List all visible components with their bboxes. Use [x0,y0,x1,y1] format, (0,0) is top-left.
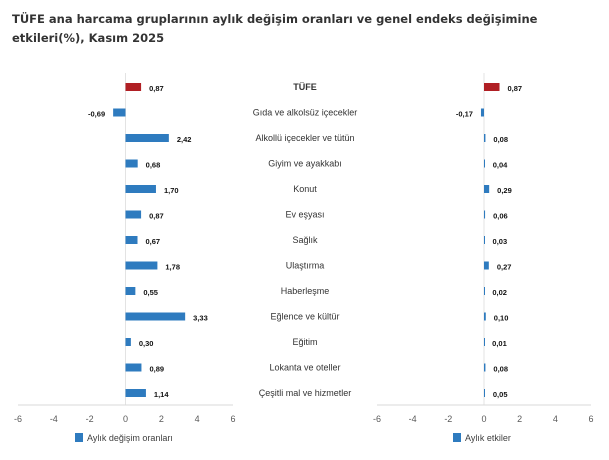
effect-bar [484,312,486,321]
effect-data-label: 0,10 [494,314,509,323]
effect-bar [484,185,490,193]
effect-x-tick-label: -4 [409,414,417,424]
change-bar [113,108,126,117]
change-bar [125,287,136,295]
change-data-label: 1,78 [165,263,180,272]
effect-bar [484,159,485,168]
change-data-label: 1,14 [154,390,169,399]
change-bar [125,185,156,193]
chart-title: TÜFE ana harcama gruplarının aylık değiş… [12,12,538,45]
change-data-label: 1,70 [164,186,179,195]
category-label: Ev eşyası [285,210,324,220]
effect-data-label: 0,02 [492,288,507,297]
change-legend-swatch [75,433,83,442]
change-data-label: 0,55 [143,288,158,297]
effect-data-label: 0,08 [493,365,508,374]
effect-x-tick-label: 2 [517,414,522,424]
category-label: Lokanta ve oteller [269,363,340,373]
effect-data-label: -0,17 [456,110,473,119]
effect-x-tick-label: 0 [481,414,486,424]
category-label: TÜFE [293,82,317,92]
effect-bar [480,108,484,117]
change-x-tick-label: 0 [123,414,128,424]
effect-bar [484,134,486,142]
category-label: Sağlık [292,235,318,245]
change-legend-label: Aylık değişim oranları [87,433,173,443]
effect-bar [484,287,485,295]
effect-bar [484,389,485,397]
change-data-label: 0,87 [149,84,164,93]
change-data-label: 2,42 [177,135,192,144]
change-data-label: 0,89 [149,365,164,374]
category-label: Çeşitli mal ve hizmetler [259,388,352,398]
category-label: Ulaştırma [286,261,325,271]
effect-legend-swatch [453,433,461,442]
effect-legend-label: Aylık etkiler [465,433,511,443]
effect-data-label: 0,87 [508,84,523,93]
change-x-tick-label: -4 [50,414,58,424]
change-x-tick-label: 6 [230,414,235,424]
effect-bar [484,338,485,346]
change-data-label: 3,33 [193,314,208,323]
effect-x-tick-label: -6 [373,414,381,424]
effect-bar [484,83,500,91]
category-label: Giyim ve ayakkabı [268,159,342,169]
effect-data-label: 0,08 [493,135,508,144]
effect-data-label: 0,01 [492,339,507,348]
change-bar [125,210,142,219]
category-label: Eğlence ve kültür [270,312,339,322]
effect-bar [484,363,486,372]
category-label: Konut [293,184,317,194]
effect-bar [484,236,485,244]
change-x-tick-label: -2 [86,414,94,424]
change-bar [125,261,158,270]
category-label: Gıda ve alkolsüz içecekler [253,108,358,118]
effect-bar [484,210,486,219]
change-data-label: -0,69 [88,110,105,119]
effect-x-tick-label: 6 [588,414,593,424]
change-bar [125,83,142,91]
category-label: Eğitim [292,337,317,347]
change-x-tick-label: 4 [195,414,200,424]
change-x-tick-label: -6 [14,414,22,424]
change-bar [125,363,142,372]
change-bar [125,389,146,397]
change-bar [125,312,186,321]
effect-data-label: 0,29 [497,186,512,195]
change-bar [125,338,131,346]
change-bar [125,236,138,244]
change-data-label: 0,67 [146,237,161,246]
change-data-label: 0,68 [146,161,161,170]
change-data-label: 0,87 [149,212,164,221]
effect-x-tick-label: 4 [553,414,558,424]
effect-data-label: 0,06 [493,212,508,221]
category-label: Alkollü içecekler ve tütün [255,133,354,143]
effect-data-label: 0,27 [497,263,512,272]
change-x-tick-label: 2 [159,414,164,424]
effect-data-label: 0,05 [493,390,508,399]
change-bar [125,134,169,142]
change-bar [125,159,138,168]
effect-bar [484,261,489,270]
effect-x-tick-label: -2 [444,414,452,424]
effect-data-label: 0,04 [493,161,508,170]
category-label: Haberleşme [281,286,330,296]
effect-data-label: 0,03 [493,237,508,246]
change-data-label: 0,30 [139,339,154,348]
